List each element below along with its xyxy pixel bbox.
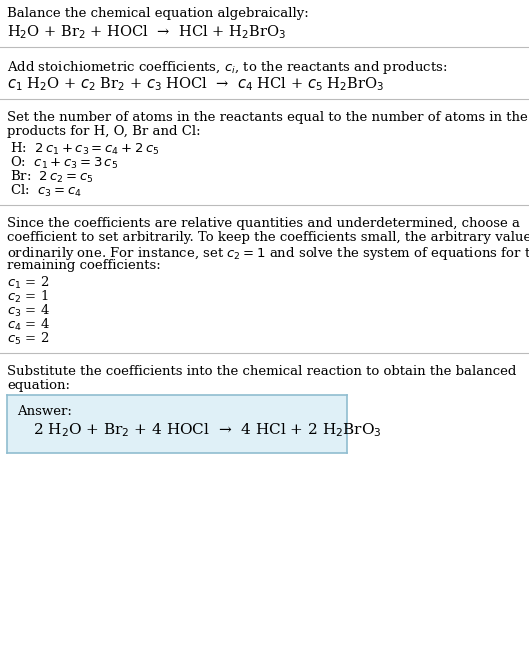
- Text: equation:: equation:: [7, 379, 70, 392]
- Text: Br:  $2\,c_2 = c_5$: Br: $2\,c_2 = c_5$: [10, 169, 94, 185]
- Text: Answer:: Answer:: [17, 405, 72, 418]
- Text: 2 H$_2$O + Br$_2$ + 4 HOCl  →  4 HCl + 2 H$_2$BrO$_3$: 2 H$_2$O + Br$_2$ + 4 HOCl → 4 HCl + 2 H…: [33, 421, 382, 439]
- Text: Add stoichiometric coefficients, $c_i$, to the reactants and products:: Add stoichiometric coefficients, $c_i$, …: [7, 59, 448, 76]
- Text: $c_1$ = 2: $c_1$ = 2: [7, 275, 49, 291]
- Text: Substitute the coefficients into the chemical reaction to obtain the balanced: Substitute the coefficients into the che…: [7, 365, 516, 378]
- Text: $c_1$ H$_2$O + $c_2$ Br$_2$ + $c_3$ HOCl  →  $c_4$ HCl + $c_5$ H$_2$BrO$_3$: $c_1$ H$_2$O + $c_2$ Br$_2$ + $c_3$ HOCl…: [7, 75, 384, 93]
- Text: Cl:  $c_3 = c_4$: Cl: $c_3 = c_4$: [10, 183, 81, 199]
- Text: $c_4$ = 4: $c_4$ = 4: [7, 317, 50, 333]
- Text: Set the number of atoms in the reactants equal to the number of atoms in the: Set the number of atoms in the reactants…: [7, 111, 528, 124]
- Text: coefficient to set arbitrarily. To keep the coefficients small, the arbitrary va: coefficient to set arbitrarily. To keep …: [7, 231, 529, 244]
- Text: products for H, O, Br and Cl:: products for H, O, Br and Cl:: [7, 125, 200, 138]
- Text: ordinarily one. For instance, set $c_2 = 1$ and solve the system of equations fo: ordinarily one. For instance, set $c_2 =…: [7, 245, 529, 262]
- Text: H:  $2\,c_1 + c_3 = c_4 + 2\,c_5$: H: $2\,c_1 + c_3 = c_4 + 2\,c_5$: [10, 141, 159, 157]
- Text: Balance the chemical equation algebraically:: Balance the chemical equation algebraica…: [7, 7, 309, 20]
- Text: $c_3$ = 4: $c_3$ = 4: [7, 303, 50, 319]
- Text: H$_2$O + Br$_2$ + HOCl  →  HCl + H$_2$BrO$_3$: H$_2$O + Br$_2$ + HOCl → HCl + H$_2$BrO$…: [7, 23, 286, 41]
- Text: remaining coefficients:: remaining coefficients:: [7, 259, 161, 272]
- Text: O:  $c_1 + c_3 = 3\,c_5$: O: $c_1 + c_3 = 3\,c_5$: [10, 155, 118, 171]
- Text: $c_2$ = 1: $c_2$ = 1: [7, 289, 49, 305]
- Text: Since the coefficients are relative quantities and underdetermined, choose a: Since the coefficients are relative quan…: [7, 217, 520, 230]
- Text: $c_5$ = 2: $c_5$ = 2: [7, 331, 49, 347]
